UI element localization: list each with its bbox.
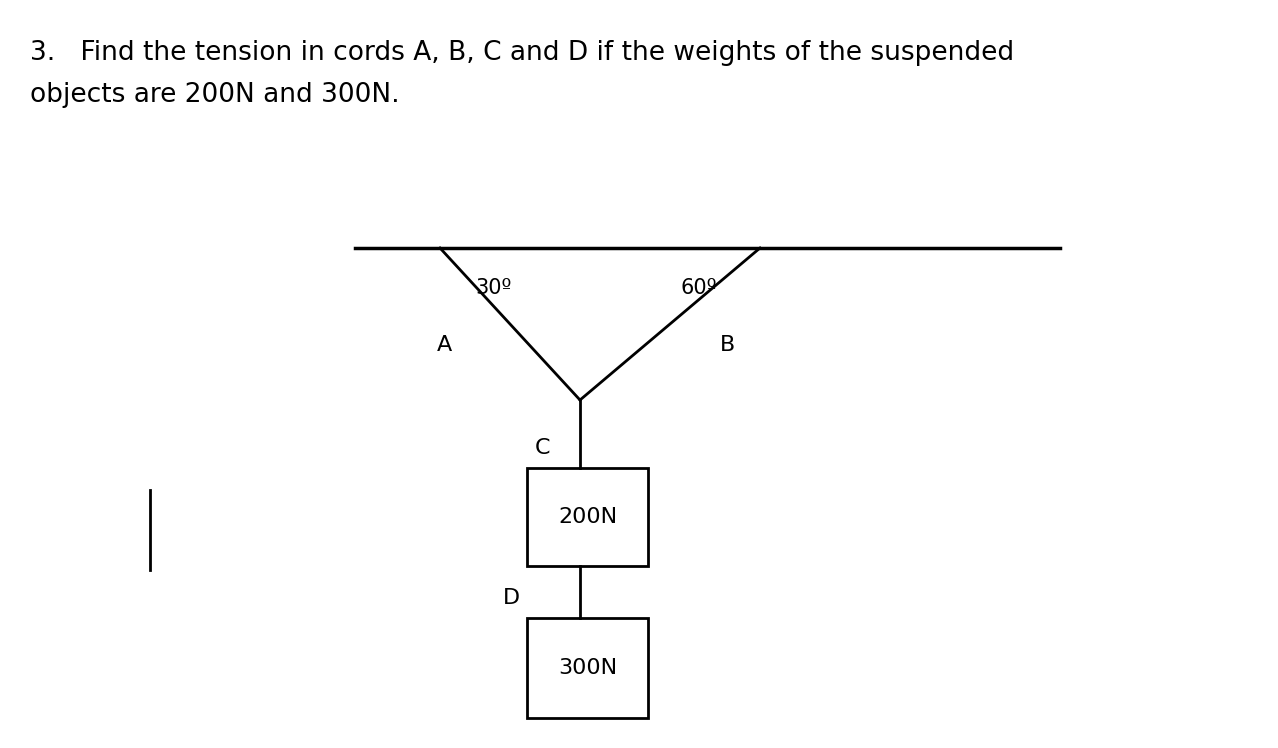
Text: A: A [437, 335, 452, 355]
Text: C: C [534, 438, 550, 458]
Text: 60º: 60º [680, 278, 717, 298]
Text: B: B [720, 335, 735, 355]
Text: 3.   Find the tension in cords A, B, C and D if the weights of the suspended: 3. Find the tension in cords A, B, C and… [29, 40, 1015, 66]
Text: 200N: 200N [558, 507, 617, 527]
Text: 30º: 30º [475, 278, 511, 298]
Text: objects are 200N and 300N.: objects are 200N and 300N. [29, 82, 400, 108]
Bar [527, 618, 648, 718]
Bar [527, 468, 648, 566]
Text: 300N: 300N [558, 658, 617, 678]
Text: D: D [502, 588, 520, 608]
